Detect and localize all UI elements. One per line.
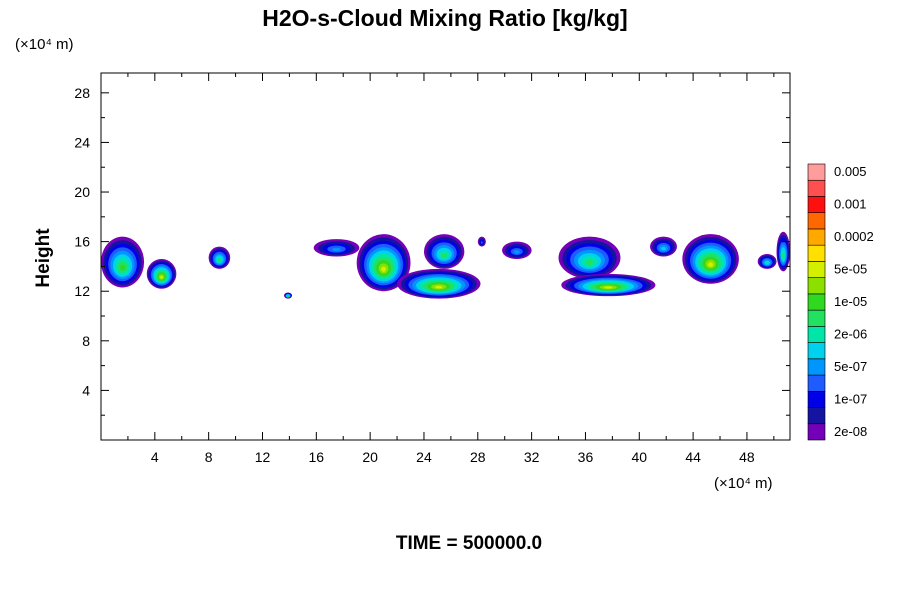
x-tick-label: 16 (309, 449, 325, 465)
cloud-region (650, 236, 677, 257)
chart-title: H2O-s-Cloud Mixing Ratio [kg/kg] (262, 5, 627, 31)
cloud-region (146, 258, 177, 289)
y-tick-label: 12 (74, 283, 90, 299)
cloud-region (101, 236, 145, 288)
x-tick-label: 28 (470, 449, 486, 465)
colorbar-swatch (807, 390, 826, 408)
cloud-region (477, 236, 486, 247)
colorbar-label: 0.0002 (834, 229, 874, 244)
plot-frame (100, 72, 791, 441)
colorbar-swatch (807, 342, 826, 360)
cloud-region (284, 292, 293, 299)
cloud-contour (661, 246, 666, 251)
cloud-contour (331, 247, 342, 252)
colorbar-label: 1e-05 (834, 294, 867, 309)
cloud-contour (765, 261, 769, 265)
cloud-region (776, 231, 790, 272)
colorbar-label: 5e-07 (834, 359, 867, 374)
cloud-region (502, 241, 532, 259)
colorbar-swatch (807, 326, 826, 343)
cloud-contour (441, 253, 447, 258)
cloud-region (682, 234, 739, 284)
cloud-contour (604, 286, 613, 289)
cloud-contour (287, 295, 289, 297)
cloud-region (423, 234, 465, 269)
cloud-contour (782, 253, 785, 259)
colorbar-swatch (807, 228, 826, 246)
colorbar-label: 0.005 (834, 164, 867, 179)
x-tick-label: 48 (739, 449, 755, 465)
colorbar-swatch (807, 407, 826, 425)
x-tick-label: 44 (685, 449, 701, 465)
y-tick-label: 8 (82, 333, 90, 349)
y-axis-label: Height (33, 228, 54, 288)
footer-time: TIME = 500000.0 (396, 533, 542, 554)
cloud-contour (160, 275, 163, 279)
cloud-region (561, 273, 656, 297)
colorbar: 2e-08 1e-07 5e-07 2e-06 1e-05 5e-05 0.0002 0.00… (807, 163, 874, 441)
cloud-region (397, 268, 481, 299)
y-tick-label: 24 (74, 134, 90, 150)
colorbar-label: 5e-05 (834, 262, 867, 277)
colorbar-swatch (807, 374, 826, 392)
colorbar-swatch (807, 196, 826, 214)
cloud-contour (120, 264, 125, 271)
cloud-field (101, 231, 790, 299)
cloud-contour (218, 258, 221, 262)
cloud-contour (381, 266, 387, 272)
x-tick-label: 4 (151, 449, 159, 465)
y-tick-label: 28 (74, 85, 90, 101)
colorbar-swatch (807, 423, 826, 441)
colorbar-label: 0.001 (834, 197, 867, 212)
colorbar-swatch (807, 261, 826, 278)
x-tick-label: 20 (362, 449, 378, 465)
cloud-contour (513, 250, 520, 254)
colorbar-swatch (807, 212, 826, 230)
cloud-region (208, 246, 231, 269)
x-tick-label: 32 (524, 449, 540, 465)
cloud-region (558, 236, 621, 279)
x-tick-label: 40 (631, 449, 647, 465)
y-tick-label: 16 (74, 234, 90, 250)
colorbar-swatch (807, 293, 826, 311)
y-unit-label: (×10⁴ m) (15, 36, 74, 53)
cloud-region (313, 239, 360, 257)
colorbar-swatch (807, 244, 826, 262)
colorbar-swatch (807, 358, 826, 376)
colorbar-swatch (807, 163, 826, 181)
colorbar-label: 2e-06 (834, 326, 867, 341)
cloud-contour (708, 262, 714, 267)
x-tick-label: 8 (205, 449, 213, 465)
colorbar-swatch (807, 309, 826, 327)
colorbar-swatch (807, 179, 826, 197)
cloud-region (356, 234, 411, 292)
x-unit-label: (×10⁴ m) (714, 475, 773, 492)
x-tick-label: 36 (578, 449, 594, 465)
cloud-contour (480, 241, 483, 244)
colorbar-label: 1e-07 (834, 391, 867, 406)
y-tick-label: 20 (74, 184, 90, 200)
cloud-region (757, 254, 777, 269)
cloud-contour (434, 285, 443, 289)
colorbar-swatch (807, 277, 826, 295)
colorbar-label: 2e-08 (834, 424, 867, 439)
x-tick-label: 24 (416, 449, 432, 465)
cloud-contour (585, 259, 594, 265)
x-tick-label: 12 (255, 449, 271, 465)
y-tick-label: 4 (82, 382, 90, 398)
